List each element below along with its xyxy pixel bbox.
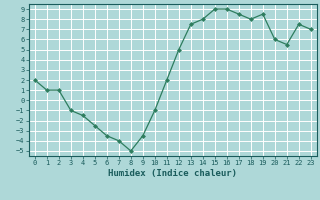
X-axis label: Humidex (Indice chaleur): Humidex (Indice chaleur) xyxy=(108,169,237,178)
